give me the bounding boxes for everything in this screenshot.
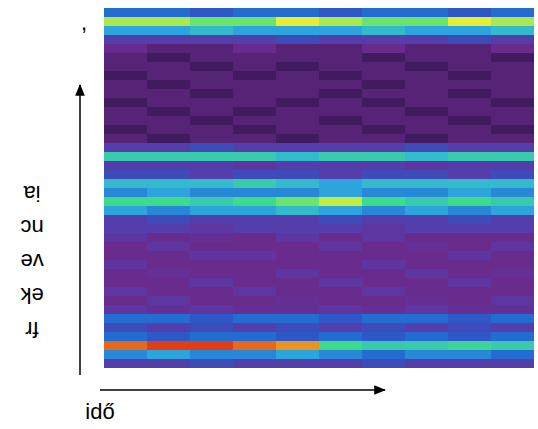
svg-text:idő: idő — [85, 399, 114, 424]
svg-text:frekvencia: frekvencia — [19, 182, 43, 343]
svg-text:,: , — [81, 10, 87, 35]
